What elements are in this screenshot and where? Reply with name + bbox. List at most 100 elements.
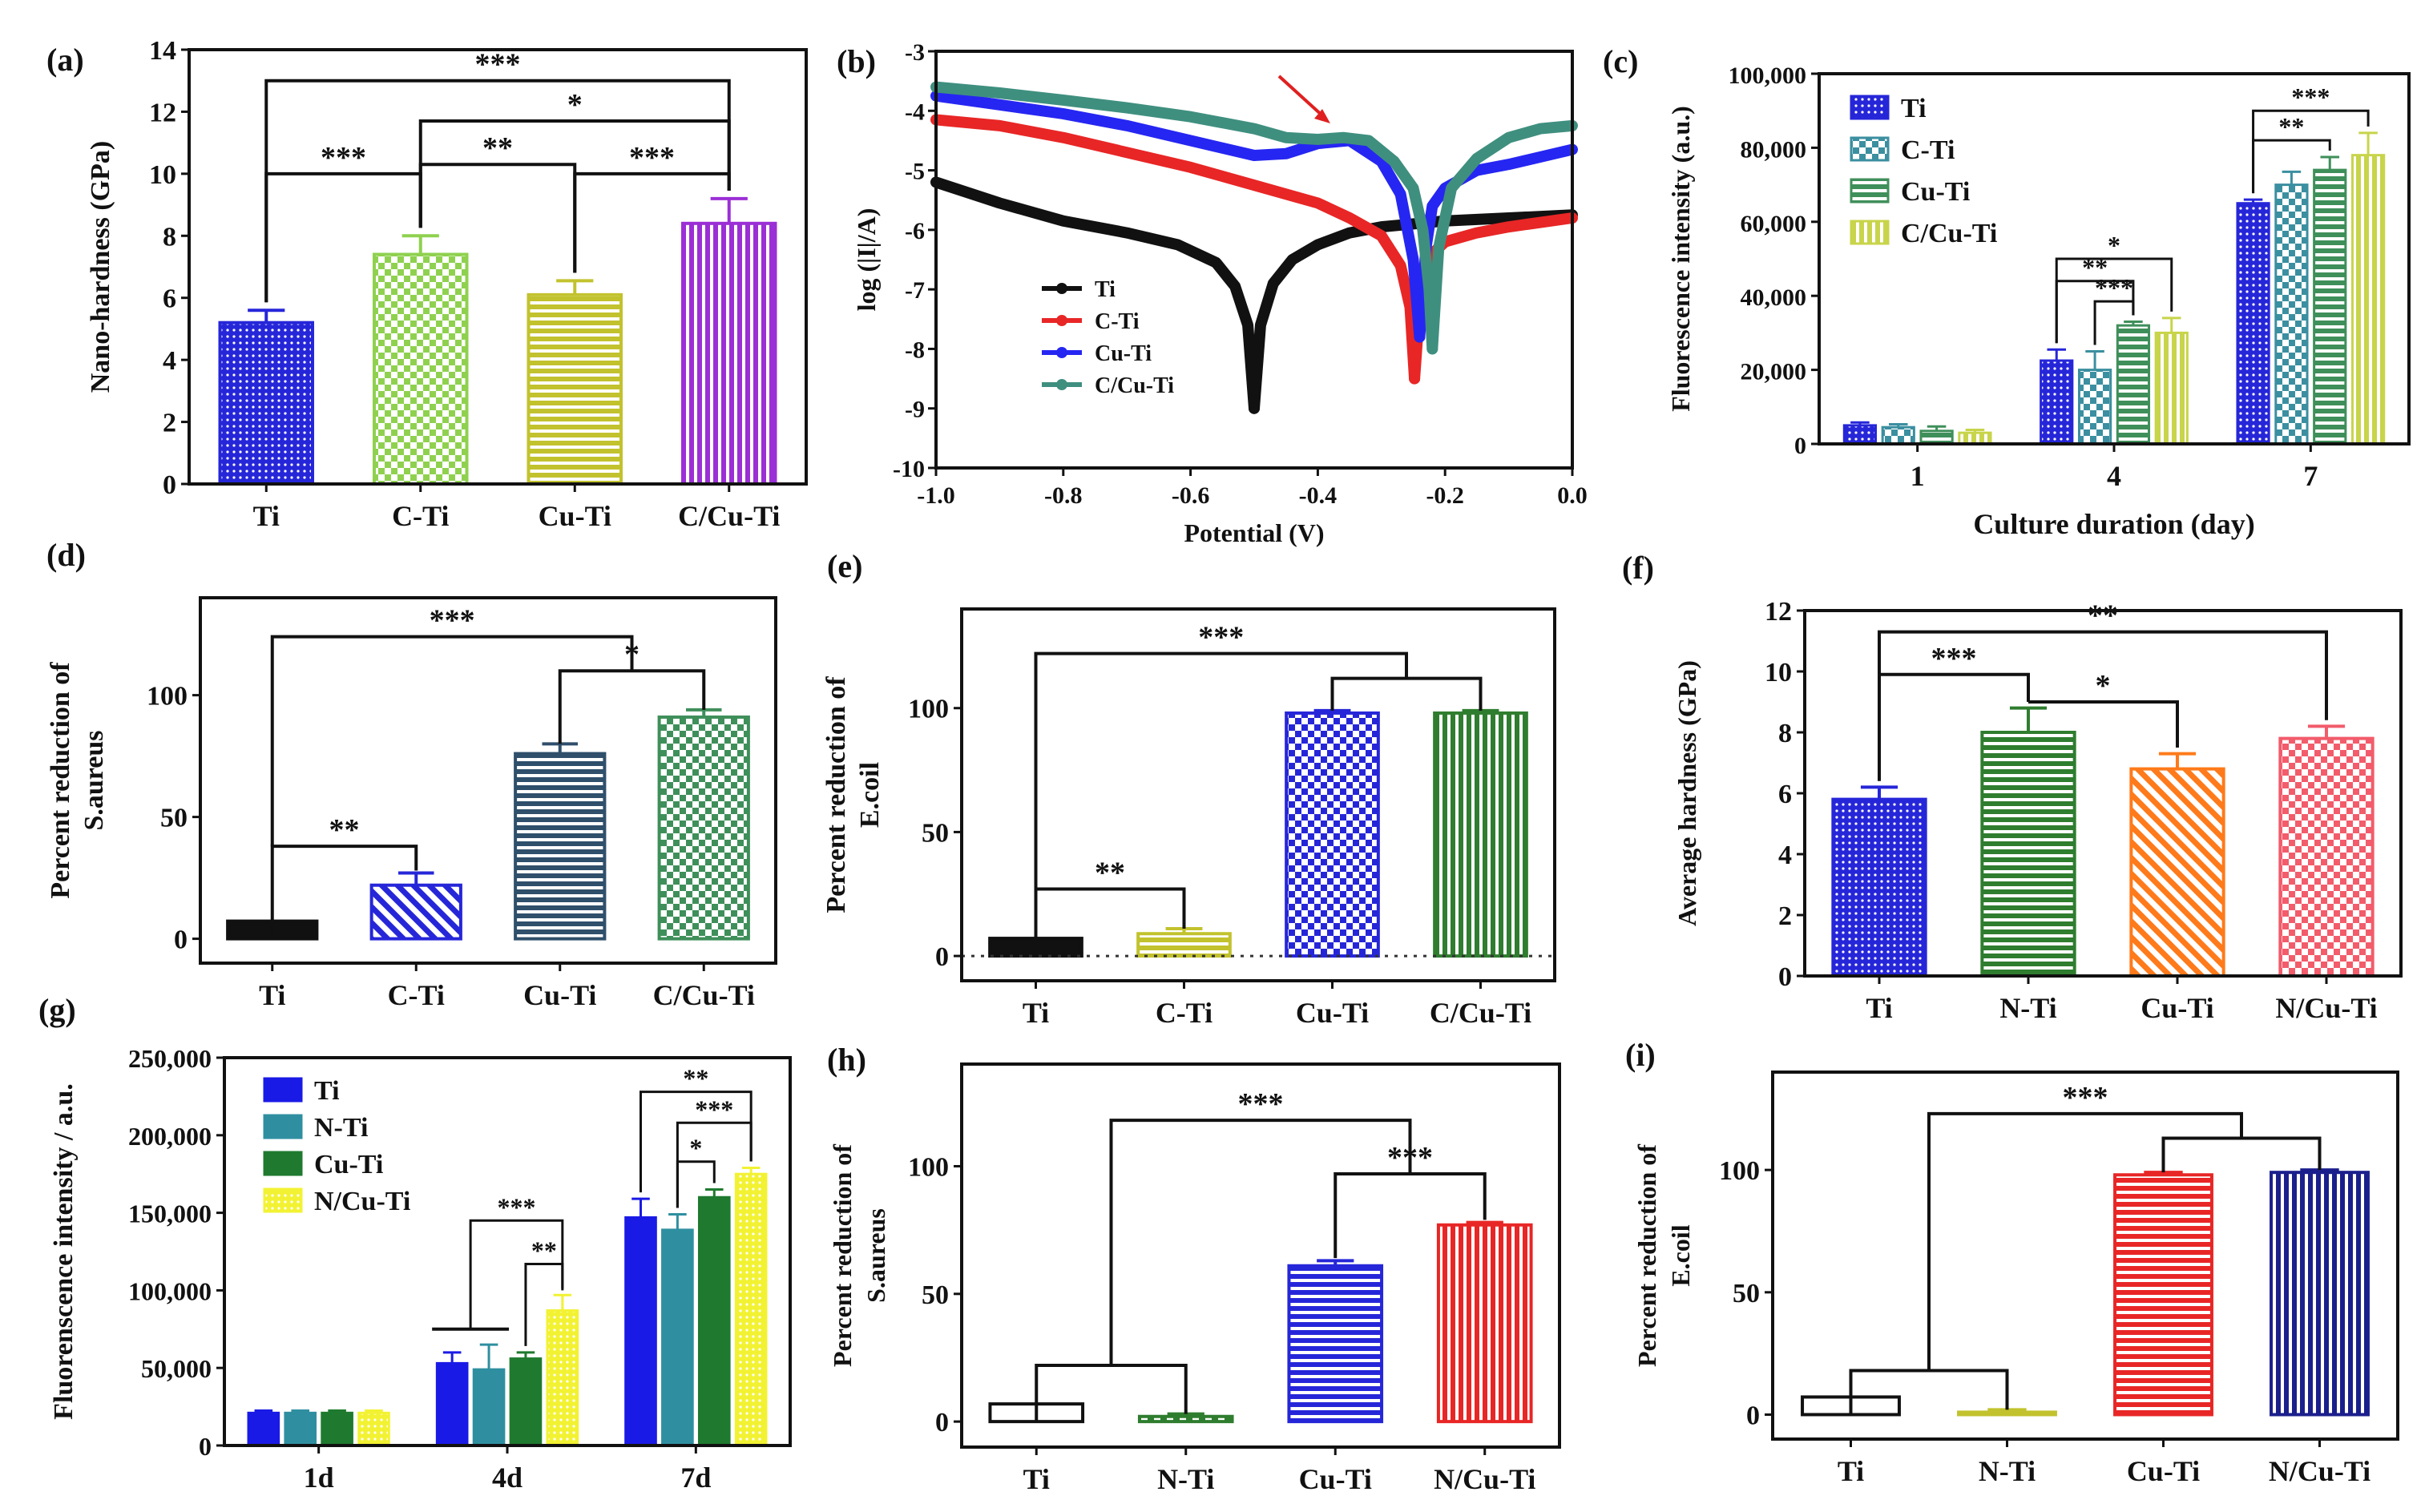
panel-label: (e) xyxy=(827,548,862,584)
y-tick-label: 6 xyxy=(1778,780,1792,809)
x-tick-label: Ti xyxy=(1866,992,1892,1024)
y-tick-label: 50 xyxy=(922,818,949,848)
y-tick-label: 0 xyxy=(1746,1401,1760,1430)
significance-bracket xyxy=(1878,672,2030,781)
x-tick-label: 0.0 xyxy=(1557,482,1588,509)
bar-Cu-Ti xyxy=(527,292,623,486)
bar-Cu-Ti-4d xyxy=(509,1357,543,1447)
panel-d: (d) 0 50 100 Percent reduction of S.aureus Ti C… xyxy=(46,537,777,1011)
x-tick-label: 4 xyxy=(2107,460,2121,492)
significance-bracket xyxy=(1035,1364,1188,1422)
y-axis-label: Fluorenscence intensity / a.u. xyxy=(49,1083,79,1420)
significance-bracket xyxy=(270,635,634,847)
legend-swatch xyxy=(263,1114,303,1139)
y-tick-label: 0 xyxy=(199,1432,212,1461)
y-tick-label: -7 xyxy=(905,277,925,304)
y-tick-label: 8 xyxy=(1778,719,1792,748)
y-axis-label: Fluorescence intensity (a.u.) xyxy=(1666,106,1695,412)
y-axis-label: S.aureus xyxy=(79,730,109,830)
significance-bracket xyxy=(264,79,731,303)
significance-label: *** xyxy=(2095,273,2133,302)
y-tick-label: 50 xyxy=(922,1280,949,1310)
y-tick-label: 0 xyxy=(1778,962,1792,992)
y-tick-label: 100,000 xyxy=(1729,62,1807,89)
legend-label: Ti xyxy=(1095,277,1116,302)
bar-Cu-Ti-7d xyxy=(697,1195,731,1447)
significance-label: *** xyxy=(321,141,366,175)
y-tick-label: 4 xyxy=(163,346,176,376)
y-tick-label: -8 xyxy=(905,337,925,363)
line-marker xyxy=(1409,373,1421,385)
x-tick-label: Cu-Ti xyxy=(1299,1463,1372,1495)
y-tick-label: -3 xyxy=(905,39,925,66)
significance-label: *** xyxy=(695,1095,733,1123)
significance-label: * xyxy=(567,88,583,122)
x-tick-label: C/Cu-Ti xyxy=(1430,997,1531,1029)
panel-label: (f) xyxy=(1622,550,1654,586)
significance-label: ** xyxy=(2082,253,2108,282)
y-tick-label: 250,000 xyxy=(128,1044,212,1073)
x-tick-label: N/Cu-Ti xyxy=(2269,1455,2370,1487)
line-marker xyxy=(1414,331,1426,343)
x-tick-label: -1.0 xyxy=(917,482,955,509)
x-tick-label: C/Cu-Ti xyxy=(653,979,755,1011)
y-axis-label: E.coil xyxy=(1666,1224,1695,1286)
y-tick-label: 6 xyxy=(163,284,176,314)
bar-C-Ti-1 xyxy=(1881,425,1915,446)
x-tick-label: Ti xyxy=(253,500,280,532)
bar-N-Ti xyxy=(1957,1410,2057,1417)
panel-label: (i) xyxy=(1625,1037,1656,1073)
significance-label: *** xyxy=(475,48,521,82)
panel-c: (c) 0 20,000 40,000 60,000 80,000 100,000 Fluor… xyxy=(1603,43,2411,540)
x-tick-label: Cu-Ti xyxy=(539,500,611,532)
significance-bracket xyxy=(573,171,731,273)
bar-N/Cu-Ti xyxy=(2270,1171,2370,1417)
plot-frame xyxy=(960,1062,1561,1449)
significance-label: ** xyxy=(683,1064,708,1093)
y-tick-label: 0 xyxy=(163,470,176,500)
y-axis-label: Average hardness (GPa) xyxy=(1672,660,1701,926)
legend-swatch xyxy=(263,1077,303,1103)
bar-N-Ti xyxy=(1980,731,2076,978)
x-tick-label: 4d xyxy=(492,1462,523,1494)
y-axis-label: S.aureus xyxy=(861,1208,890,1303)
significance-bracket xyxy=(2252,139,2331,194)
legend-swatch xyxy=(1850,136,1890,162)
bar-Ti xyxy=(218,321,314,486)
x-tick-label: 1d xyxy=(304,1462,334,1494)
bar-Ti xyxy=(1831,797,1927,978)
bar-C/Cu-Ti xyxy=(681,221,777,486)
x-tick-label: Cu-Ti xyxy=(2127,1455,2200,1487)
panel-a: (a) 0 2 4 6 8 10 12 14 Nano-hardness (GPa) Ti C-Ti C… xyxy=(46,36,808,532)
y-tick-label: 100 xyxy=(908,1152,949,1182)
bar-N/Cu-Ti-1d xyxy=(357,1411,390,1447)
x-tick-label: -0.6 xyxy=(1172,482,1210,509)
panel-label: (a) xyxy=(46,42,84,78)
significance-label: *** xyxy=(497,1192,535,1221)
bar-N-Ti-1d xyxy=(284,1411,317,1447)
bar-Cu-Ti-1d xyxy=(321,1411,353,1447)
bar-C-Ti-7 xyxy=(2274,183,2309,446)
significance-label: ** xyxy=(1095,857,1125,890)
significance-bracket xyxy=(1034,887,1186,957)
legend-label: Ti xyxy=(314,1076,340,1106)
panel-label: (b) xyxy=(837,43,876,79)
y-tick-label: 100 xyxy=(908,695,949,724)
x-tick-label: Cu-Ti xyxy=(523,979,596,1011)
plot-frame xyxy=(960,607,1556,982)
bar-Cu-Ti-1 xyxy=(1919,429,1954,446)
x-tick-label: N-Ti xyxy=(1979,1455,2036,1487)
y-tick-label: 2 xyxy=(1778,901,1792,931)
significance-label: ** xyxy=(2278,112,2304,141)
significance-bracket xyxy=(469,1219,564,1329)
y-axis-label: Percent reduction of xyxy=(1632,1144,1661,1367)
panel-h: (h) 0 50 100 Percent reduction of S.aureus Ti N… xyxy=(827,1042,1561,1495)
x-tick-label: Cu-Ti xyxy=(2141,992,2213,1024)
x-tick-label: N-Ti xyxy=(1999,992,2056,1024)
y-tick-label: 12 xyxy=(1765,597,1792,627)
bar-C-Ti xyxy=(369,883,462,941)
legend-label: C-Ti xyxy=(1095,309,1140,334)
y-tick-label: -5 xyxy=(905,159,925,185)
significance-bracket xyxy=(2028,700,2179,748)
